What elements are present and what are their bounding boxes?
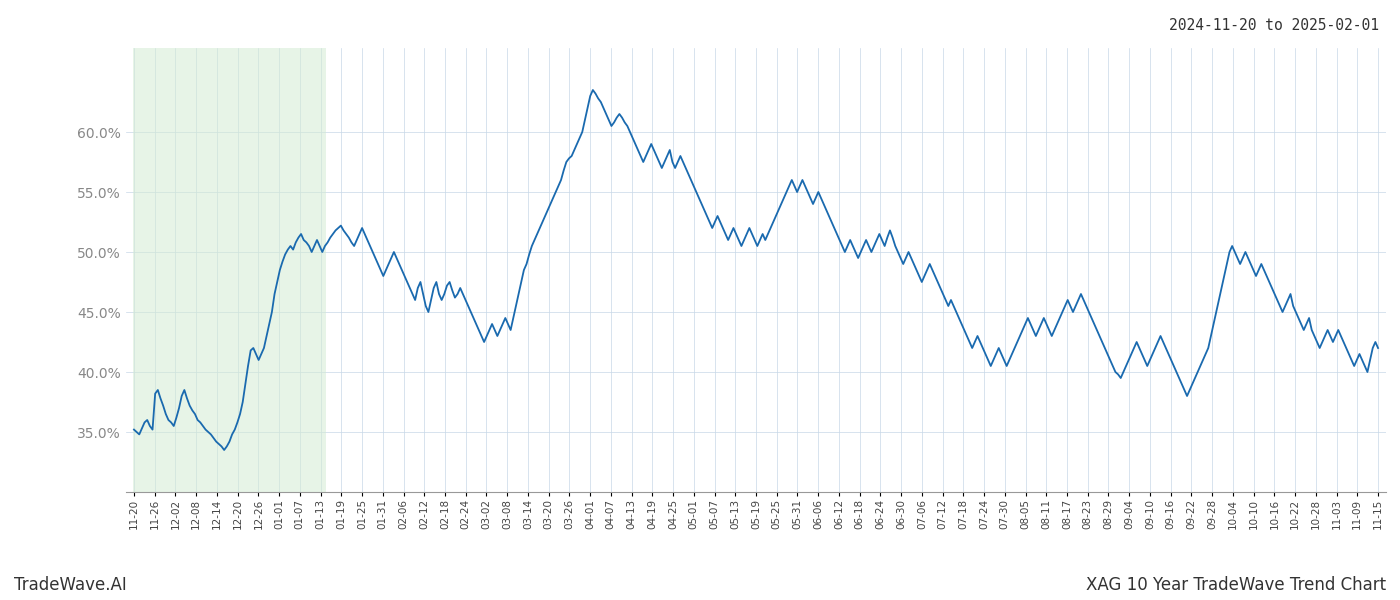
Text: 2024-11-20 to 2025-02-01: 2024-11-20 to 2025-02-01 — [1169, 18, 1379, 33]
Bar — [133, 48, 326, 492]
Text: TradeWave.AI: TradeWave.AI — [14, 576, 127, 594]
Text: XAG 10 Year TradeWave Trend Chart: XAG 10 Year TradeWave Trend Chart — [1086, 576, 1386, 594]
